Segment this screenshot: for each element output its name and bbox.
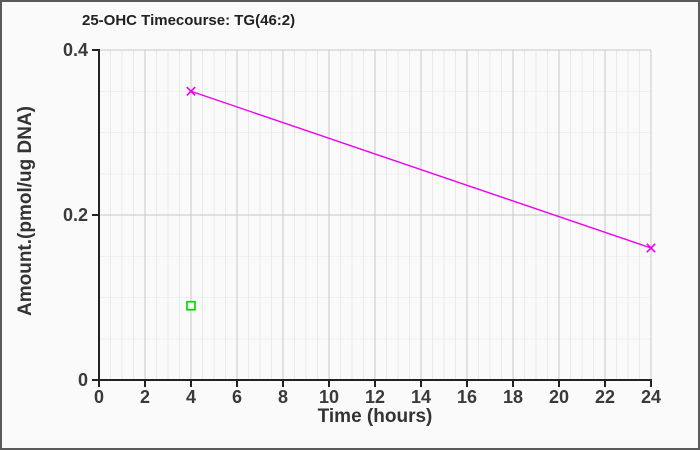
y-tick-label: 0 [78, 370, 88, 390]
x-tick-label: 18 [503, 387, 523, 407]
series-0-x-marker [186, 86, 196, 97]
x-tick-label: 14 [411, 387, 431, 407]
series-0-x-marker [646, 243, 656, 253]
chart-title: 25-OHC Timecourse: TG(46:2) [82, 12, 296, 29]
y-axis-label: Amount.(pmol/ug DNA) [15, 105, 36, 317]
x-tick-label: 20 [549, 387, 569, 407]
x-tick-label: 12 [365, 387, 385, 407]
x-tick-label: 10 [319, 387, 339, 407]
x-tick-label: 22 [595, 387, 615, 407]
x-tick-label: 6 [232, 387, 242, 407]
y-tick-label: 0.4 [63, 40, 88, 60]
y-tick-label: 0.2 [63, 205, 88, 225]
x-tick-label: 0 [94, 387, 104, 407]
x-tick-label: 16 [457, 387, 477, 407]
series-1-square-marker [186, 300, 196, 311]
x-tick-label: 2 [140, 387, 150, 407]
x-tick-label: 8 [278, 387, 288, 407]
x-tick-label: 24 [641, 387, 661, 407]
x-tick-label: 4 [186, 387, 196, 407]
x-axis-label: Time (hours) [317, 406, 433, 427]
series-0-line [190, 90, 652, 249]
